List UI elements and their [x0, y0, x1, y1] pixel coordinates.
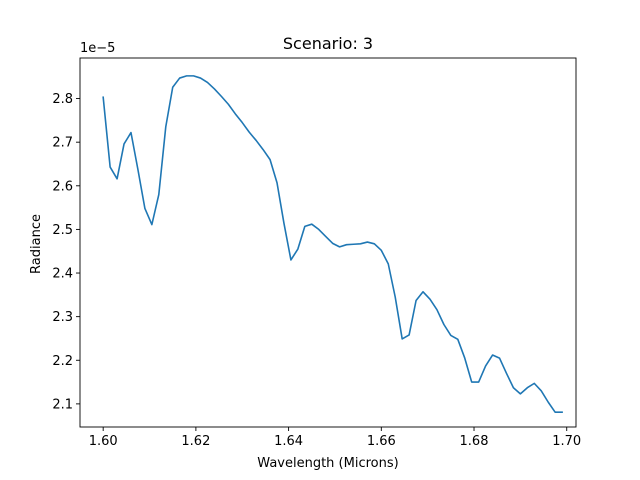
x-tick-label: 1.64: [274, 434, 303, 449]
y-tick-label: 2.2: [52, 354, 73, 369]
x-axis-label: Wavelength (Microns): [257, 456, 398, 471]
y-tick-label: 2.3: [52, 310, 73, 325]
x-tick-label: 1.68: [460, 434, 489, 449]
y-tick-label: 2.1: [52, 397, 73, 412]
series-line-0: [102, 75, 563, 413]
x-tick-label: 1.60: [89, 434, 118, 449]
y-tick-label: 2.8: [52, 92, 73, 107]
y-tick-label: 2.7: [52, 136, 73, 151]
x-tick-label: 1.66: [367, 434, 396, 449]
y-tick-label: 2.5: [52, 223, 73, 238]
y-axis: 2.1 2.2 2.3 2.4 2.5 2.6 2.7 2.8: [52, 92, 80, 412]
axes-frame: [79, 57, 577, 428]
chart-title: Scenario: 3: [283, 34, 373, 53]
y-axis-label: Radiance: [29, 214, 44, 274]
plot-area: [79, 57, 577, 428]
x-tick-label: 1.62: [181, 434, 210, 449]
x-axis: 1.60 1.62 1.64 1.66 1.68 1.70: [89, 427, 581, 449]
y-tick-label: 2.6: [52, 179, 73, 194]
x-tick-label: 1.70: [552, 434, 581, 449]
y-tick-label: 2.4: [52, 267, 73, 282]
y-offset-label: 1e−5: [80, 41, 115, 56]
